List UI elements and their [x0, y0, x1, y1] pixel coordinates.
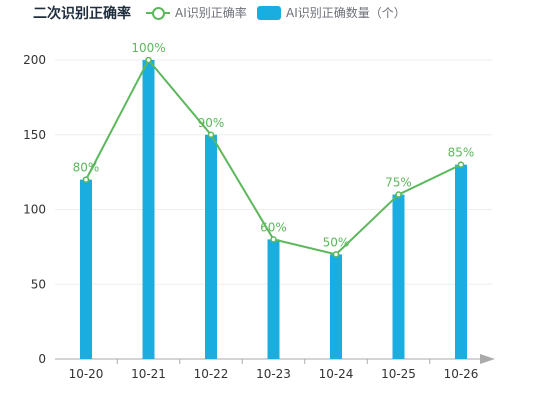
- legend-label-count: AI识别正确数量（个）: [286, 6, 406, 20]
- x-tick-label: 10-20: [69, 367, 104, 381]
- line-point: [270, 236, 277, 243]
- data-label: 80%: [73, 161, 100, 175]
- y-tick-label: 200: [23, 53, 46, 67]
- line-point: [395, 191, 402, 198]
- x-axis-arrow-icon: [480, 354, 495, 364]
- data-label: 90%: [198, 116, 225, 130]
- line-point: [332, 251, 340, 258]
- line-point: [457, 161, 465, 168]
- x-tick-label: 10-25: [381, 367, 416, 381]
- line-point: [207, 131, 215, 138]
- line-point: [82, 176, 90, 183]
- legend-label-rate: AI识别正确率: [175, 6, 247, 20]
- y-tick-label: 150: [23, 128, 46, 142]
- bar: [330, 254, 342, 359]
- data-label: 75%: [385, 176, 412, 190]
- legend-item-count[interactable]: AI识别正确数量（个）: [257, 4, 406, 21]
- y-tick-label: 100: [23, 203, 46, 217]
- bar: [392, 194, 405, 359]
- legend-bar-swatch: [257, 5, 281, 20]
- data-label: 60%: [260, 220, 287, 234]
- y-tick-label: 50: [31, 277, 46, 291]
- bar: [267, 239, 280, 359]
- data-label: 85%: [448, 146, 475, 160]
- y-tick-label: 0: [38, 352, 46, 366]
- chart-title: 二次识别正确率: [33, 6, 131, 22]
- bar: [455, 164, 467, 359]
- legend-line-swatch: [146, 6, 170, 20]
- bar: [205, 134, 217, 359]
- x-tick-label: 10-26: [444, 367, 479, 381]
- x-tick-label: 10-24: [319, 367, 354, 381]
- line-point: [145, 56, 152, 64]
- x-tick-label: 10-22: [194, 367, 229, 381]
- data-label: 50%: [323, 235, 350, 249]
- x-tick-label: 10-21: [131, 367, 166, 381]
- legend-item-rate[interactable]: AI识别正确率: [146, 4, 247, 21]
- data-label: 100%: [131, 41, 165, 55]
- x-tick-label: 10-23: [256, 367, 291, 381]
- bar: [80, 179, 92, 359]
- bar: [142, 60, 155, 359]
